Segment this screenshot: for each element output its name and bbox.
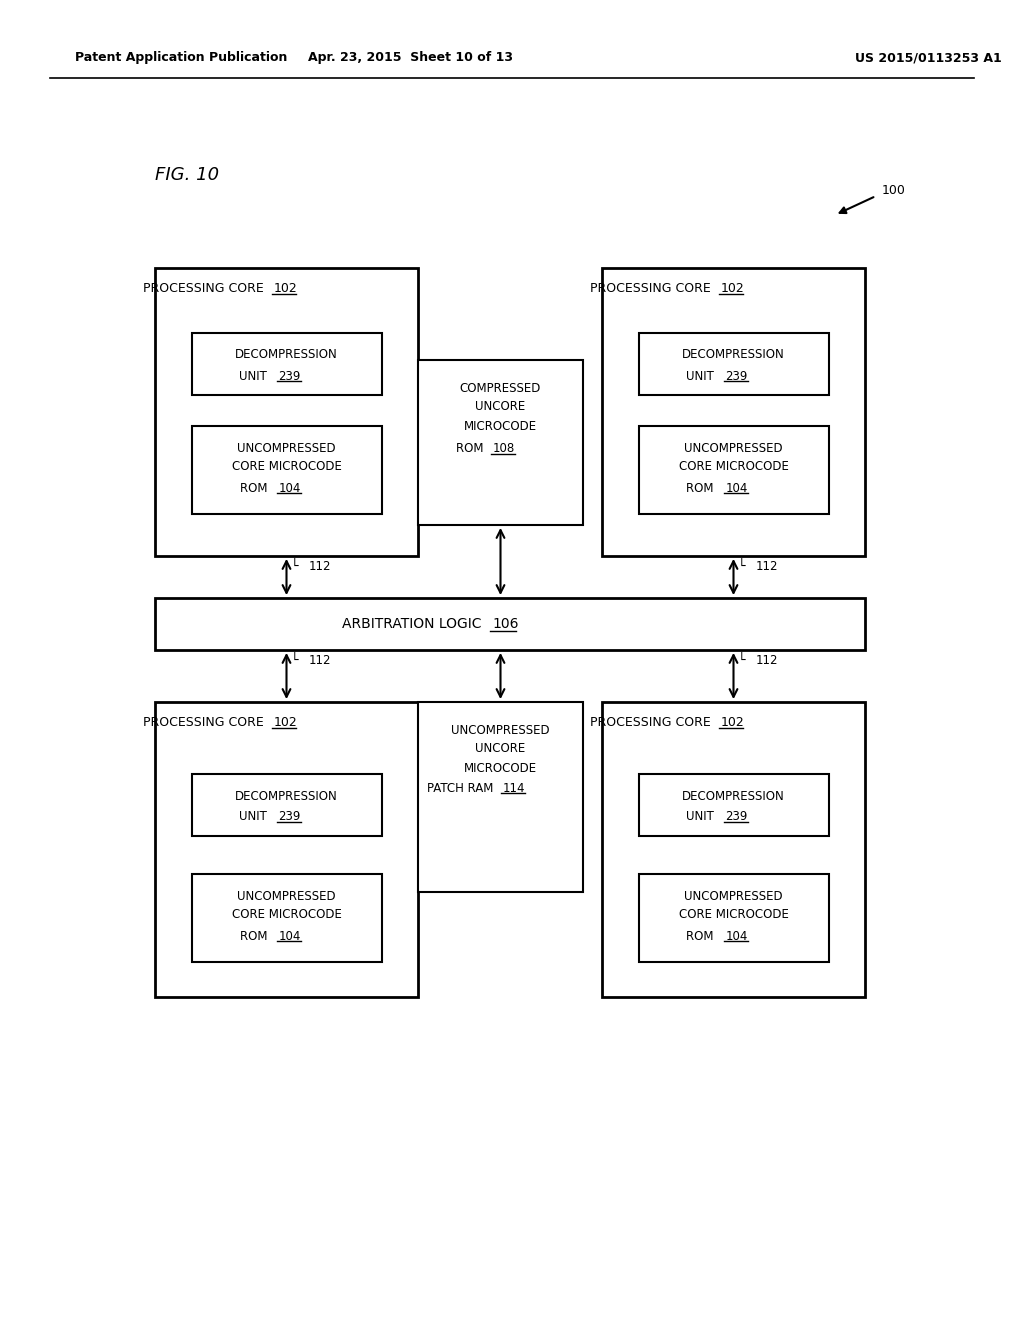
Text: ROM: ROM (240, 929, 274, 942)
Text: 102: 102 (273, 282, 297, 296)
Text: UNCOMPRESSED: UNCOMPRESSED (684, 441, 782, 454)
Text: UNCOMPRESSED: UNCOMPRESSED (238, 441, 336, 454)
Text: UNIT: UNIT (240, 370, 274, 383)
Text: MICROCODE: MICROCODE (464, 762, 537, 775)
Text: 104: 104 (725, 482, 748, 495)
Text: COMPRESSED: COMPRESSED (460, 381, 542, 395)
Text: Apr. 23, 2015  Sheet 10 of 13: Apr. 23, 2015 Sheet 10 of 13 (307, 51, 512, 65)
Text: 100: 100 (882, 185, 906, 198)
Text: ARBITRATION LOGIC: ARBITRATION LOGIC (342, 616, 490, 631)
Text: DECOMPRESSION: DECOMPRESSION (682, 348, 784, 362)
Bar (191, 874, 382, 962)
Text: 112: 112 (308, 653, 331, 667)
Bar (639, 774, 828, 836)
Text: └: └ (737, 653, 745, 667)
Text: 239: 239 (725, 370, 748, 383)
Text: 239: 239 (725, 810, 748, 824)
Text: UNCORE: UNCORE (475, 742, 525, 755)
Bar (418, 702, 583, 892)
Text: FIG. 10: FIG. 10 (155, 166, 219, 183)
Text: 112: 112 (756, 653, 778, 667)
Text: ROM: ROM (456, 442, 490, 455)
Text: 239: 239 (279, 810, 301, 824)
Text: 239: 239 (279, 370, 301, 383)
Text: UNCOMPRESSED: UNCOMPRESSED (238, 890, 336, 903)
Bar (155, 598, 865, 649)
Text: UNIT: UNIT (686, 370, 722, 383)
Text: DECOMPRESSION: DECOMPRESSION (236, 789, 338, 803)
Text: 112: 112 (756, 560, 778, 573)
Text: MICROCODE: MICROCODE (464, 420, 537, 433)
Text: 104: 104 (725, 929, 748, 942)
Text: 102: 102 (721, 282, 744, 296)
Text: UNIT: UNIT (240, 810, 274, 824)
Text: PROCESSING CORE: PROCESSING CORE (142, 282, 271, 296)
Text: UNIT: UNIT (686, 810, 722, 824)
Text: ROM: ROM (686, 929, 722, 942)
Bar (602, 702, 865, 997)
Text: US 2015/0113253 A1: US 2015/0113253 A1 (855, 51, 1001, 65)
Text: 114: 114 (503, 781, 525, 795)
Text: PROCESSING CORE: PROCESSING CORE (590, 717, 719, 730)
Text: UNCOMPRESSED: UNCOMPRESSED (452, 723, 550, 737)
Text: 106: 106 (492, 616, 518, 631)
Text: └: └ (291, 560, 298, 573)
Text: PROCESSING CORE: PROCESSING CORE (142, 717, 271, 730)
Text: 102: 102 (721, 717, 744, 730)
Bar (191, 426, 382, 513)
Bar (191, 333, 382, 395)
Text: UNCORE: UNCORE (475, 400, 525, 413)
Text: ROM: ROM (686, 482, 722, 495)
Text: 104: 104 (279, 482, 301, 495)
Text: PATCH RAM: PATCH RAM (427, 781, 501, 795)
Text: └: └ (737, 560, 745, 573)
Bar (418, 360, 583, 525)
Text: DECOMPRESSION: DECOMPRESSION (236, 348, 338, 362)
Text: UNCOMPRESSED: UNCOMPRESSED (684, 890, 782, 903)
Text: 112: 112 (308, 560, 331, 573)
Bar (602, 268, 865, 556)
Bar (639, 426, 828, 513)
Text: DECOMPRESSION: DECOMPRESSION (682, 789, 784, 803)
Bar (191, 774, 382, 836)
Text: 108: 108 (493, 442, 515, 455)
Bar (155, 268, 418, 556)
Bar (155, 702, 418, 997)
Text: CORE MICROCODE: CORE MICROCODE (679, 908, 788, 920)
Text: 102: 102 (273, 717, 297, 730)
Text: └: └ (291, 653, 298, 667)
Text: Patent Application Publication: Patent Application Publication (75, 51, 288, 65)
Text: CORE MICROCODE: CORE MICROCODE (231, 459, 341, 473)
Bar (639, 333, 828, 395)
Text: 104: 104 (279, 929, 301, 942)
Text: CORE MICROCODE: CORE MICROCODE (679, 459, 788, 473)
Bar (639, 874, 828, 962)
Text: PROCESSING CORE: PROCESSING CORE (590, 282, 719, 296)
Text: CORE MICROCODE: CORE MICROCODE (231, 908, 341, 920)
Text: ROM: ROM (240, 482, 274, 495)
